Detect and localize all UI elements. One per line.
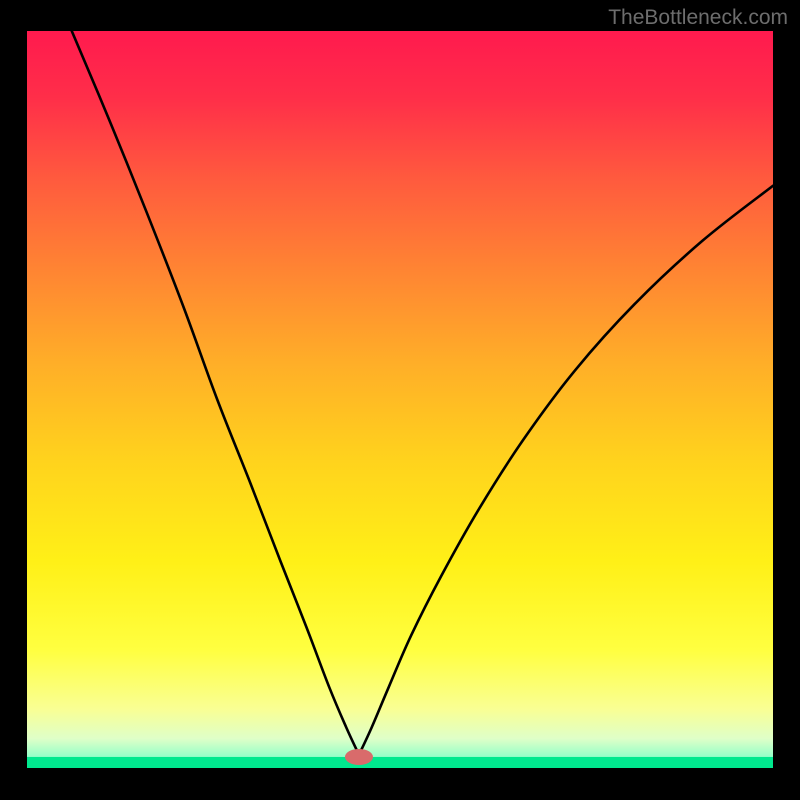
- optimal-marker: [345, 749, 373, 765]
- watermark-text: TheBottleneck.com: [608, 6, 788, 30]
- chart-container: TheBottleneck.com: [0, 0, 800, 800]
- green-band: [27, 757, 773, 768]
- bottleneck-chart: [0, 0, 800, 800]
